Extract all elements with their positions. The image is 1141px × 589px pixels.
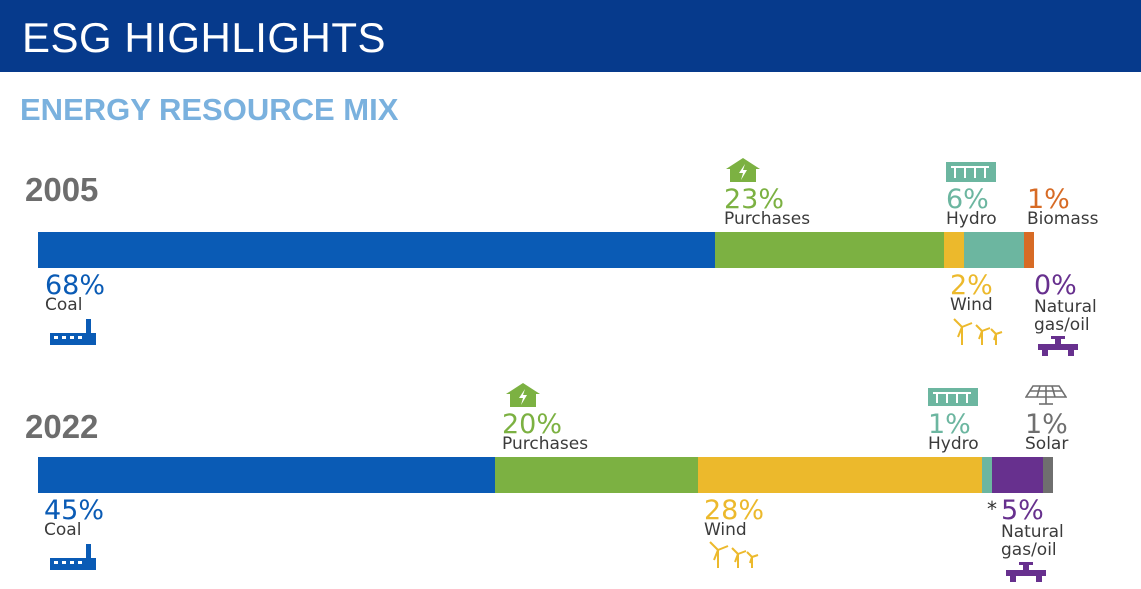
category-label-line2: gas/oil: [1001, 539, 1057, 560]
header-banner: ESG HIGHLIGHTS: [0, 0, 1141, 72]
stacked-bar-2022: [38, 457, 1053, 493]
value-label: 2%: [950, 270, 993, 301]
footnote-asterisk: *: [987, 497, 997, 521]
value-label: 68%: [45, 270, 106, 301]
bar-segment-hydro: [981, 457, 993, 493]
bar-segment-coal: [38, 232, 716, 268]
category-label: Coal: [45, 295, 83, 315]
bar-segment-purchases: [715, 232, 945, 268]
category-label: Hydro: [946, 209, 997, 229]
stacked-bar-2005: [38, 232, 1034, 268]
hydro-dam-icon: [928, 388, 978, 406]
category-label-line2: gas/oil: [1034, 314, 1090, 335]
category-label-line1: Natural: [1034, 297, 1097, 317]
pipeline-icon: [1006, 562, 1046, 582]
solar-panel-icon: [1025, 385, 1067, 405]
label-biomass-2005: 1% Biomass: [1027, 186, 1098, 228]
label-wind-2022: 28% Wind: [704, 497, 764, 539]
category-label: Wind: [704, 520, 747, 540]
category-label: Coal: [44, 520, 82, 540]
bar-segment-natural-gas-oil: [992, 457, 1043, 493]
value-label: 5%: [1001, 495, 1044, 526]
label-hydro-2022: 1% Hydro: [928, 411, 979, 453]
pipeline-icon: [1038, 336, 1078, 356]
value-label: 28%: [704, 495, 765, 526]
category-label: Biomass: [1027, 209, 1099, 229]
category-label: Wind: [950, 295, 993, 315]
category-label: Hydro: [928, 434, 979, 454]
value-label: 1%: [928, 409, 971, 440]
value-label: 20%: [502, 409, 563, 440]
value-label: 0%: [1034, 270, 1077, 301]
year-label-2022: 2022: [25, 408, 99, 445]
bar-segment-wind: [944, 232, 965, 268]
label-coal-2005: 68% Coal: [45, 272, 105, 314]
bar-segment-biomass: [1024, 232, 1034, 268]
bar-segment-coal: [38, 457, 495, 493]
power-plant-icon: [50, 319, 96, 345]
house-bolt-icon: [726, 158, 760, 182]
value-label: 1%: [1027, 184, 1070, 215]
label-natural-gas-oil-2005: 0% Natural gas/oil: [1034, 272, 1097, 335]
label-solar-2022: 1% Solar: [1025, 411, 1068, 453]
category-label: Purchases: [724, 209, 811, 229]
hydro-dam-icon: [946, 162, 996, 182]
category-label: Purchases: [502, 434, 589, 454]
bar-segment-hydro: [964, 232, 1025, 268]
bar-segment-wind: [697, 457, 982, 493]
section-subtitle: ENERGY RESOURCE MIX: [20, 92, 399, 127]
value-label: 45%: [44, 495, 105, 526]
category-label: Solar: [1025, 434, 1069, 454]
label-hydro-2005: 6% Hydro: [946, 186, 997, 228]
value-label: 1%: [1025, 409, 1068, 440]
wind-turbine-icon: [953, 318, 1003, 345]
page-title: ESG HIGHLIGHTS: [22, 14, 387, 61]
value-label: 6%: [946, 184, 989, 215]
label-wind-2005: 2% Wind: [950, 272, 993, 314]
year-label-2005: 2005: [25, 171, 99, 208]
bar-segment-purchases: [494, 457, 698, 493]
wind-turbine-icon: [709, 541, 759, 568]
label-coal-2022: 45% Coal: [44, 497, 104, 539]
house-bolt-icon: [506, 383, 540, 407]
category-label-line1: Natural: [1001, 522, 1064, 542]
value-label: 23%: [724, 184, 785, 215]
label-purchases-2005: 23% Purchases: [724, 186, 810, 228]
power-plant-icon: [50, 544, 96, 570]
label-natural-gas-oil-2022: 5% Natural gas/oil: [1001, 497, 1064, 560]
bar-segment-solar: [1042, 457, 1053, 493]
label-purchases-2022: 20% Purchases: [502, 411, 588, 453]
